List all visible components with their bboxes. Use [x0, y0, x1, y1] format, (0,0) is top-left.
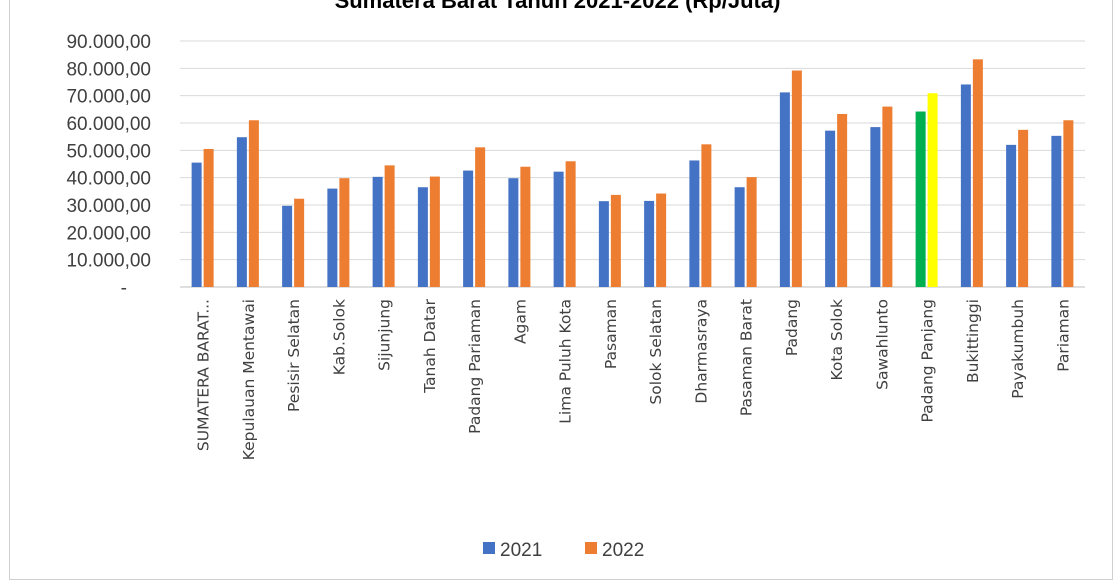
- bar-2021-12: [734, 187, 745, 287]
- x-tick-label: Sijunjung: [376, 299, 394, 371]
- bar-2021-0: [191, 162, 202, 287]
- legend-swatch-2022: [585, 542, 597, 554]
- bar-2022-10: [656, 193, 667, 287]
- x-tick-label: SUMATERA BARAT...: [195, 299, 213, 451]
- y-tick-label: 60.000,00: [66, 114, 151, 135]
- bar-2022-16: [927, 93, 938, 287]
- bar-2021-17: [960, 84, 971, 288]
- y-tick-label: -: [121, 278, 127, 299]
- bar-2021-9: [598, 201, 609, 287]
- x-tick-label: Solok Selatan: [647, 299, 665, 405]
- y-tick-label: 40.000,00: [66, 169, 151, 190]
- legend-label-2021: 2021: [500, 540, 542, 561]
- bar-2021-3: [327, 188, 338, 287]
- bar-2021-11: [689, 160, 700, 287]
- bar-2021-2: [282, 205, 293, 287]
- x-tick-label: Tanah Datar: [421, 298, 439, 393]
- bar-2021-5: [417, 187, 428, 287]
- y-tick-label: 70.000,00: [66, 87, 151, 108]
- bar-2022-8: [565, 161, 576, 287]
- x-tick-label: Pasaman Barat: [738, 299, 756, 416]
- x-tick-label: Sawahlunto: [873, 299, 891, 390]
- chart-frame: [9, 0, 1113, 580]
- x-axis-labels: SUMATERA BARAT... Kepulauan Mentawai Pesis…: [195, 298, 1073, 460]
- bar-2022-15: [882, 106, 893, 287]
- bar-2022-1: [248, 120, 259, 288]
- bar-2021-19: [1051, 135, 1062, 287]
- bar-2022-13: [791, 70, 802, 288]
- y-tick-label: 80.000,00: [66, 59, 151, 80]
- bar-2021-4: [372, 176, 383, 287]
- bar-2022-19: [1063, 120, 1074, 288]
- bar-2021-6: [463, 170, 474, 287]
- bar-2022-0: [203, 148, 214, 287]
- x-tick-label: Padang Panjang: [919, 299, 937, 423]
- bar-2021-10: [644, 200, 655, 287]
- bar-2021-15: [870, 127, 881, 287]
- bar-2021-13: [779, 92, 790, 288]
- bar-2022-4: [384, 165, 395, 287]
- x-tick-label: Kota Solok: [828, 299, 846, 380]
- bar-2022-5: [429, 176, 440, 287]
- y-tick-label: 30.000,00: [66, 196, 151, 217]
- bar-2022-2: [294, 198, 305, 287]
- legend-swatch-2021: [483, 542, 495, 554]
- y-axis-ticks: - 10.000,00 20.000,00 30.000,00 40.000,00 50.…: [66, 32, 151, 299]
- x-tick-label: Kab.Solok: [330, 299, 348, 375]
- bar-2021-16: [915, 111, 926, 288]
- bar-2022-18: [1018, 129, 1029, 287]
- bar-2022-12: [746, 177, 757, 287]
- x-tick-label: Padang Pariaman: [466, 299, 484, 434]
- x-tick-label: Dharmasraya: [692, 299, 710, 404]
- bar-2022-7: [520, 166, 531, 287]
- x-tick-label: Lima Puluh Kota: [557, 299, 575, 424]
- x-tick-label: Bukittinggi: [964, 299, 982, 383]
- x-tick-label: Pasaman: [602, 299, 620, 369]
- y-tick-label: 10.000,00: [66, 251, 151, 272]
- y-tick-label: 90.000,00: [66, 32, 151, 53]
- x-tick-label: Padang: [783, 299, 801, 356]
- x-tick-label: Payakumbuh: [1009, 299, 1027, 399]
- bar-2022-14: [837, 113, 848, 287]
- legend-label-2022: 2022: [602, 540, 644, 561]
- bar-2021-18: [1006, 144, 1017, 287]
- bar-2021-1: [236, 137, 247, 287]
- x-tick-label: Pariaman: [1054, 299, 1072, 372]
- legend: 2021 2022: [483, 540, 644, 561]
- gridlines: [180, 40, 1085, 288]
- bar-2022-17: [972, 59, 983, 288]
- bar-2021-14: [825, 130, 836, 287]
- x-tick-label: Kepulauan Mentawai: [240, 299, 258, 460]
- x-tick-label: Pesisir Selatan: [285, 299, 303, 412]
- bar-2022-9: [610, 194, 621, 287]
- bars: [191, 59, 1074, 288]
- bar-2022-11: [701, 144, 712, 287]
- x-tick-label: Agam: [511, 299, 529, 344]
- bar-2021-7: [508, 178, 519, 287]
- bar-2022-6: [475, 147, 486, 287]
- bar-2022-3: [339, 178, 350, 287]
- bar-2021-8: [553, 171, 564, 287]
- y-tick-label: 20.000,00: [66, 223, 151, 244]
- y-tick-label: 50.000,00: [66, 141, 151, 162]
- chart-title: Sumatera Barat Tahun 2021-2022 (Rp/Juta): [334, 0, 781, 13]
